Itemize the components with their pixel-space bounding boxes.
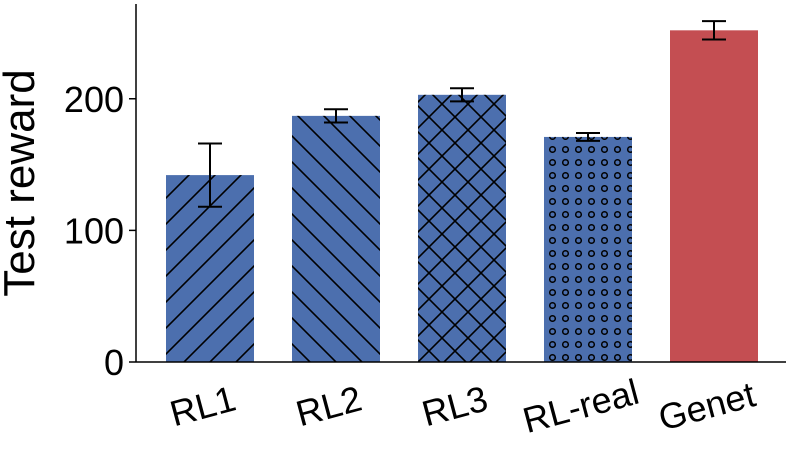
y-ticks-group: 0 100 200: [64, 79, 136, 383]
x-tick-label-rl1: RL1: [166, 378, 240, 435]
error-bars-group: [198, 20, 726, 208]
bars-group: [166, 30, 758, 363]
error-bar-genet: [702, 20, 726, 41]
error-bar-rl3: [450, 87, 474, 103]
error-bar-rl2: [324, 108, 348, 124]
error-bar-rl-real: [576, 131, 600, 142]
y-tick-label-100: 100: [64, 210, 124, 251]
axes-group: [135, 4, 786, 363]
y-tick-label-200: 200: [64, 79, 124, 120]
bar-hatch-rl2: [292, 115, 380, 362]
x-tick-label-genet: Genet: [654, 373, 759, 438]
bar-hatch-rl3: [418, 94, 506, 363]
x-tick-label-rl-real: RL-real: [518, 371, 643, 441]
x-tick-label-rl2: RL2: [292, 378, 366, 435]
x-tick-labels-group: RL1 RL2 RL3 RL-real Genet: [166, 371, 760, 441]
bar-hatch-rl-real: [544, 136, 632, 362]
bar-genet: [670, 30, 758, 363]
x-tick-label-rl3: RL3: [418, 378, 492, 435]
y-axis-title: Test reward: [0, 69, 44, 296]
y-tick-label-0: 0: [104, 342, 124, 383]
error-bar-rl1: [198, 142, 222, 208]
